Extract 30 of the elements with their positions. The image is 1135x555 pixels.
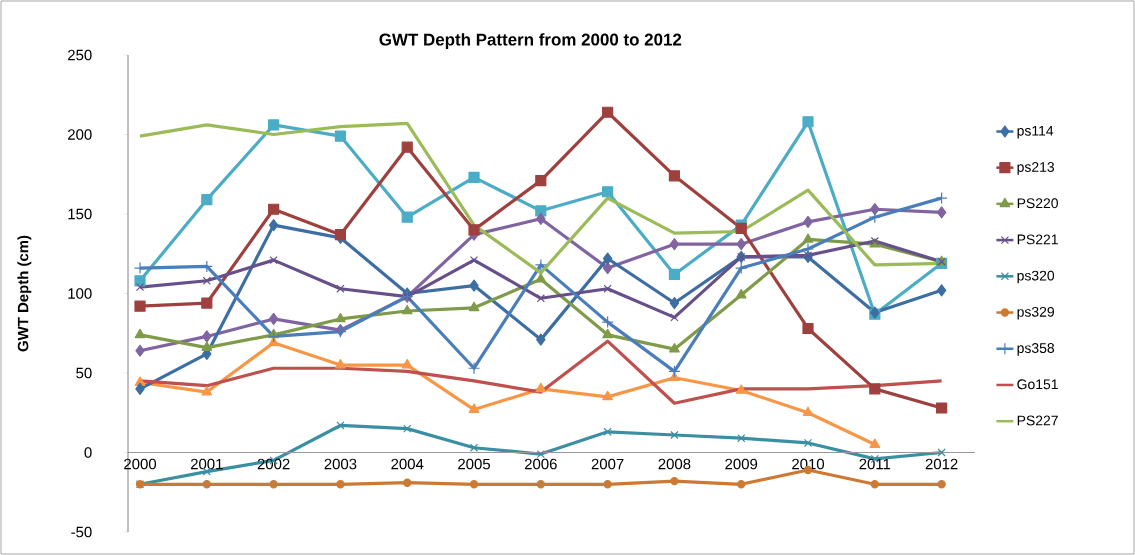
x-tick-label: 2001 [190, 458, 223, 470]
legend-label: PS227 [1017, 415, 1058, 426]
x-tick-label: 2006 [524, 458, 557, 470]
x-tick-label: 2008 [658, 458, 691, 470]
y-tick-label: 200 [68, 129, 92, 140]
x-tick-label: 2012 [925, 458, 958, 470]
x-tick-label: 2000 [124, 458, 157, 470]
x-tick-label: 2005 [458, 458, 491, 470]
y-tick-label: -50 [71, 526, 92, 538]
y-tick-label: 150 [68, 208, 92, 220]
y-axis-title: GWT Depth (cm) [17, 235, 32, 352]
x-tick-label: 2010 [792, 458, 825, 470]
x-tick-label: 2009 [725, 458, 758, 470]
x-tick-label: 2004 [391, 458, 424, 470]
legend-label: PS221 [1017, 234, 1058, 245]
y-tick-label: 250 [68, 49, 92, 61]
legend-label: ps114 [1017, 125, 1054, 139]
x-tick-label: 2003 [324, 458, 357, 470]
y-tick-label: 0 [84, 447, 92, 458]
legend-label: ps358 [1017, 343, 1055, 356]
chart-title: GWT Depth Pattern from 2000 to 2012 [379, 33, 682, 49]
y-tick-label: 100 [68, 288, 92, 299]
legend-label: ps329 [1017, 306, 1054, 320]
legend-label: ps213 [1017, 162, 1055, 175]
y-tick-label: 50 [76, 367, 92, 379]
legend-label: PS220 [1017, 198, 1058, 209]
x-tick-label: 2007 [591, 458, 624, 470]
legend-label: ps320 [1017, 270, 1055, 284]
legend-label: Go151 [1017, 379, 1058, 390]
x-tick-label: 2011 [859, 458, 891, 470]
